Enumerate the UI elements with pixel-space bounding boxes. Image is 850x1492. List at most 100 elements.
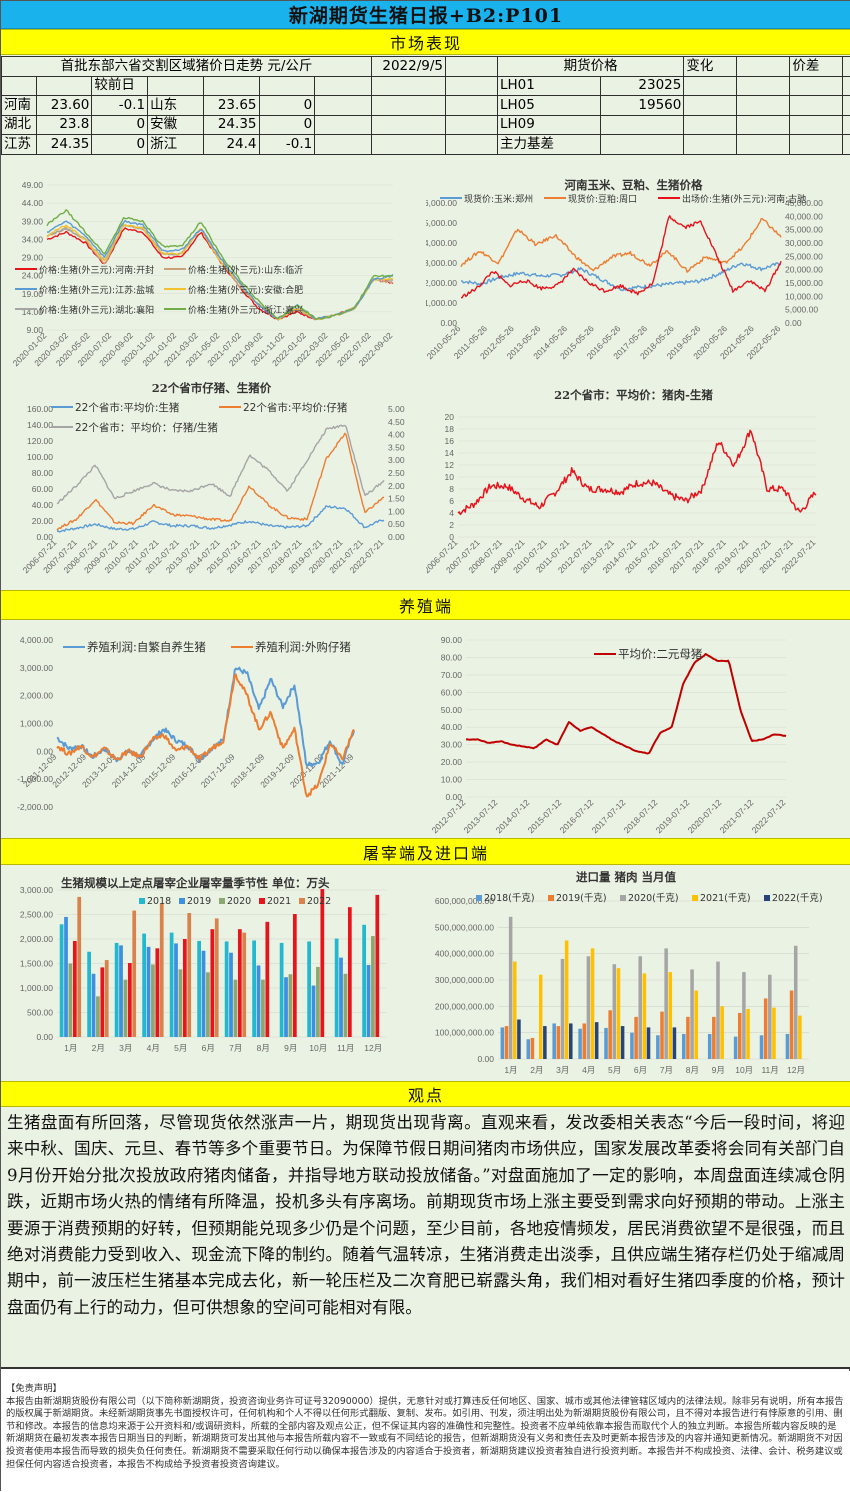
svg-text:0.00: 0.00 [477, 1054, 494, 1064]
futures-title: 期货价格 [498, 57, 684, 77]
svg-text:20.00: 20.00 [32, 516, 54, 526]
spot-table-title: 首批东部六省交割区域猪价日走势 元/公斤 [2, 57, 372, 77]
section-slaughter: 屠宰端及进口端 [1, 838, 850, 865]
disclaimer: 【免责声明】 本报告由新湖期货股份有限公司（以下简称新湖期货，投资咨询业务许可证… [1, 1371, 850, 1492]
svg-text:4,000.00: 4,000.00 [426, 238, 457, 248]
report-date: 2022/9/5 [372, 57, 446, 77]
futures-contract: LH01 [498, 76, 601, 96]
svg-text:价格:生猪(外三元):浙江:嘉兴: 价格:生猪(外三元):浙江:嘉兴 [188, 304, 303, 316]
futures-contract: 主力基差 [498, 135, 601, 155]
svg-text:10: 10 [445, 472, 455, 482]
province-price: 23.60 [36, 96, 92, 116]
svg-text:60.00: 60.00 [441, 687, 463, 697]
svg-text:2: 2 [449, 520, 454, 530]
svg-text:3,000.00: 3,000.00 [20, 885, 53, 895]
svg-text:20.00: 20.00 [441, 757, 463, 767]
svg-text:价格:生猪(外三元):湖北:襄阳: 价格:生猪(外三元):湖北:襄阳 [39, 304, 154, 316]
svg-text:22个省市：平均价：仔猪/生猪: 22个省市：平均价：仔猪/生猪 [75, 421, 218, 434]
svg-text:29.00: 29.00 [22, 253, 44, 263]
svg-text:2020: 2020 [227, 896, 251, 907]
section-market: 市场表现 [1, 29, 850, 55]
svg-text:10月: 10月 [309, 1043, 327, 1053]
province-price: 23.8 [36, 115, 92, 135]
svg-text:10月: 10月 [735, 1065, 753, 1075]
svg-text:5,000.00: 5,000.00 [785, 305, 818, 315]
svg-text:1月: 1月 [64, 1043, 77, 1053]
svg-text:5.00: 5.00 [388, 404, 405, 414]
svg-text:现货价:豆粕:周口: 现货价:豆粕:周口 [568, 193, 637, 205]
svg-text:2022-07-12: 2022-07-12 [750, 797, 788, 835]
svg-text:100.00: 100.00 [27, 452, 53, 462]
svg-text:2019: 2019 [187, 896, 211, 907]
spread-label: 价差 [790, 57, 843, 77]
svg-text:生猪规模以上定点屠宰企业屠宰量季节性 单位：万头: 生猪规模以上定点屠宰企业屠宰量季节性 单位：万头 [61, 876, 330, 890]
svg-text:5月: 5月 [608, 1065, 621, 1075]
svg-text:0.00: 0.00 [36, 1032, 53, 1042]
svg-text:1,000.00: 1,000.00 [20, 719, 53, 729]
svg-text:90.00: 90.00 [441, 635, 463, 645]
svg-text:22个省市:平均价:生猪: 22个省市:平均价:生猪 [75, 401, 180, 414]
svg-text:价格:生猪(外三元):河南:开封: 价格:生猪(外三元):河南:开封 [39, 264, 154, 276]
svg-text:14: 14 [445, 448, 455, 458]
svg-text:2018: 2018 [147, 896, 171, 907]
spot-row: 河南 23.60 -0.1 山东 23.65 0 LH05 19560 [2, 96, 850, 116]
futures-price [600, 135, 684, 155]
svg-text:平均价:二元母猪: 平均价:二元母猪 [618, 647, 703, 661]
svg-text:2月: 2月 [92, 1043, 105, 1053]
svg-text:2,000.00: 2,000.00 [20, 691, 53, 701]
svg-text:30,000.00: 30,000.00 [785, 238, 823, 248]
section-opinion: 观点 [1, 1081, 850, 1107]
futures-price [600, 115, 684, 135]
svg-text:1,000.00: 1,000.00 [426, 298, 457, 308]
province-name: 浙江 [148, 135, 204, 155]
province-change: -0.1 [259, 135, 315, 155]
svg-text:0.00: 0.00 [388, 532, 405, 542]
svg-text:1.50: 1.50 [388, 494, 405, 504]
svg-text:价格:生猪(外三元):安徽:合肥: 价格:生猪(外三元):安徽:合肥 [188, 284, 303, 296]
province-name: 安徽 [148, 115, 204, 135]
section-breeding: 养殖端 [1, 590, 850, 620]
svg-text:44.00: 44.00 [22, 198, 44, 208]
province-change: 0 [259, 96, 315, 116]
svg-text:4月: 4月 [147, 1043, 160, 1053]
svg-text:7月: 7月 [660, 1065, 673, 1075]
svg-text:18: 18 [445, 424, 455, 434]
svg-text:1,000.00: 1,000.00 [20, 983, 53, 993]
province-price: 24.4 [203, 135, 259, 155]
svg-text:1.00: 1.00 [388, 506, 405, 516]
svg-text:2019(千克): 2019(千克) [556, 893, 607, 904]
svg-text:养殖利润:外购仔猪: 养殖利润:外购仔猪 [255, 640, 351, 654]
svg-text:40.00: 40.00 [441, 722, 463, 732]
futures-price: 19560 [600, 96, 684, 116]
svg-text:34.00: 34.00 [22, 234, 44, 244]
svg-text:9月: 9月 [712, 1065, 725, 1075]
svg-text:70.00: 70.00 [441, 670, 463, 680]
province-price: 24.35 [36, 135, 92, 155]
svg-text:4.00: 4.00 [388, 430, 405, 440]
svg-text:养殖利润:自繁自养生猪: 养殖利润:自繁自养生猪 [87, 640, 206, 654]
svg-text:6月: 6月 [634, 1065, 647, 1075]
prev-day-label: 较前日 [92, 76, 148, 96]
svg-text:-2,000.00: -2,000.00 [17, 802, 53, 812]
svg-text:8月: 8月 [257, 1043, 270, 1053]
svg-text:300,000,000.00: 300,000,000.00 [435, 975, 494, 985]
svg-text:160.00: 160.00 [27, 404, 53, 414]
svg-text:11月: 11月 [337, 1043, 354, 1053]
svg-text:2,500.00: 2,500.00 [20, 910, 53, 920]
svg-text:10,000.00: 10,000.00 [785, 291, 823, 301]
svg-text:4: 4 [449, 508, 454, 518]
svg-text:1月: 1月 [504, 1065, 517, 1075]
svg-text:2022(千克): 2022(千克) [772, 893, 823, 904]
svg-text:9月: 9月 [284, 1043, 297, 1053]
svg-text:2018(千克): 2018(千克) [484, 893, 535, 904]
svg-text:12: 12 [445, 460, 455, 470]
svg-text:100,000,000.00: 100,000,000.00 [435, 1028, 494, 1038]
svg-text:4,000.00: 4,000.00 [20, 635, 53, 645]
svg-text:22个省市仔猪、生猪价: 22个省市仔猪、生猪价 [152, 381, 272, 395]
svg-text:22个省市:平均价:仔猪: 22个省市:平均价:仔猪 [243, 401, 348, 414]
disclaimer-text: 本报告由新湖期货股份有限公司（以下简称新湖期货，投资咨询业务许可证号320900… [6, 1396, 844, 1470]
